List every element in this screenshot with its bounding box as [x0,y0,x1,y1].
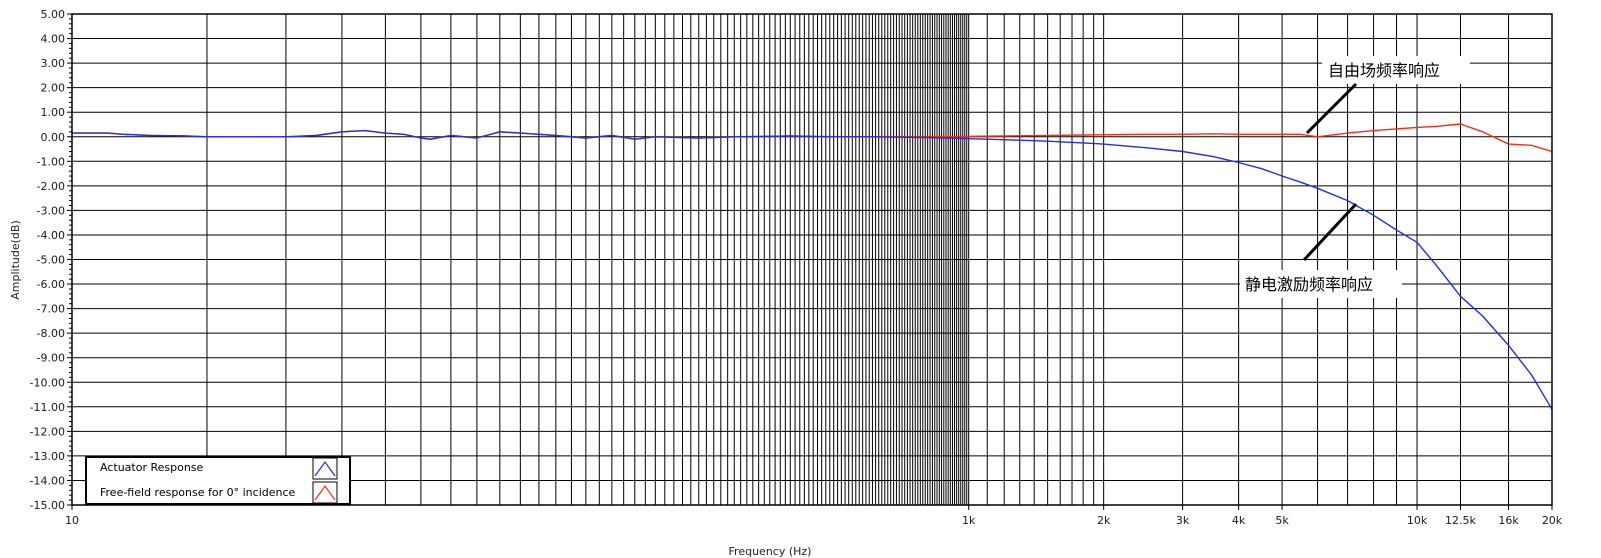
x-tick-label: 16k [1498,514,1519,527]
annotation-arrow-actuator [1302,202,1358,262]
y-tick-label: -10.00 [30,376,65,389]
y-tick-label: -9.00 [37,352,65,365]
annotation-free-field-text: 自由场频率响应 [1328,61,1440,80]
legend-swatch-free-field [314,484,336,501]
series-line-free-field [72,123,1553,153]
x-tick-label: 20k [1542,514,1563,527]
y-tick-label: -8.00 [37,327,65,340]
series-lines [72,123,1553,410]
x-tick-label: 12.5k [1445,514,1476,527]
y-tick-label: -3.00 [37,204,65,217]
legend-label-actuator: Actuator Response [100,461,204,474]
y-tick-label: 1.00 [41,106,66,119]
y-tick-label: 0.00 [41,131,66,144]
legend-label-free-field: Free-field response for 0° incidence [100,486,296,499]
annotation-free-field: 自由场频率响应 [1305,56,1470,135]
series-line-actuator [72,129,1553,410]
x-axis-label: Frequency (Hz) [729,545,812,558]
y-tick-label: -14.00 [30,474,65,487]
legend-swatch-actuator [314,460,336,477]
x-axis: 10 1k 2k 3k 4k 5k 10k 12.5k 16k 20k [65,505,1563,527]
y-tick-label: -12.00 [30,425,65,438]
y-tick-label: -15.00 [30,499,65,512]
y-tick-label: -5.00 [37,254,65,267]
y-tick-label: 2.00 [41,82,66,95]
x-tick-label: 2k [1097,514,1111,527]
y-tick-label: 3.00 [41,57,66,70]
y-tick-label: -6.00 [37,278,65,291]
y-axis: 5.00 4.00 3.00 2.00 1.00 0.00 -1.00 -2.00 -3.00 -… [30,8,72,512]
x-tick-label: 4k [1232,514,1246,527]
legend: Actuator Response Free-field response fo… [85,456,351,505]
y-tick-label: 4.00 [41,33,66,46]
annotation-arrow-free-field [1305,82,1358,135]
x-tick-label: 10 [65,514,79,527]
x-tick-label: 3k [1176,514,1190,527]
y-tick-label: -11.00 [30,401,65,414]
plot-frame [71,13,1553,506]
y-tick-label: -7.00 [37,303,65,316]
annotation-actuator: 静电激励频率响应 [1240,202,1402,298]
x-tick-label: 5k [1275,514,1289,527]
y-tick-label: -1.00 [37,155,65,168]
x-tick-label: 10k [1407,514,1428,527]
grid [72,13,1552,506]
y-tick-label: -2.00 [37,180,65,193]
y-tick-label: -4.00 [37,229,65,242]
x-tick-label: 1k [962,514,976,527]
y-tick-label: -13.00 [30,450,65,463]
y-axis-label: Amplitude(dB) [9,220,22,299]
annotation-actuator-text: 静电激励频率响应 [1245,275,1373,294]
y-tick-label: 5.00 [41,8,66,21]
